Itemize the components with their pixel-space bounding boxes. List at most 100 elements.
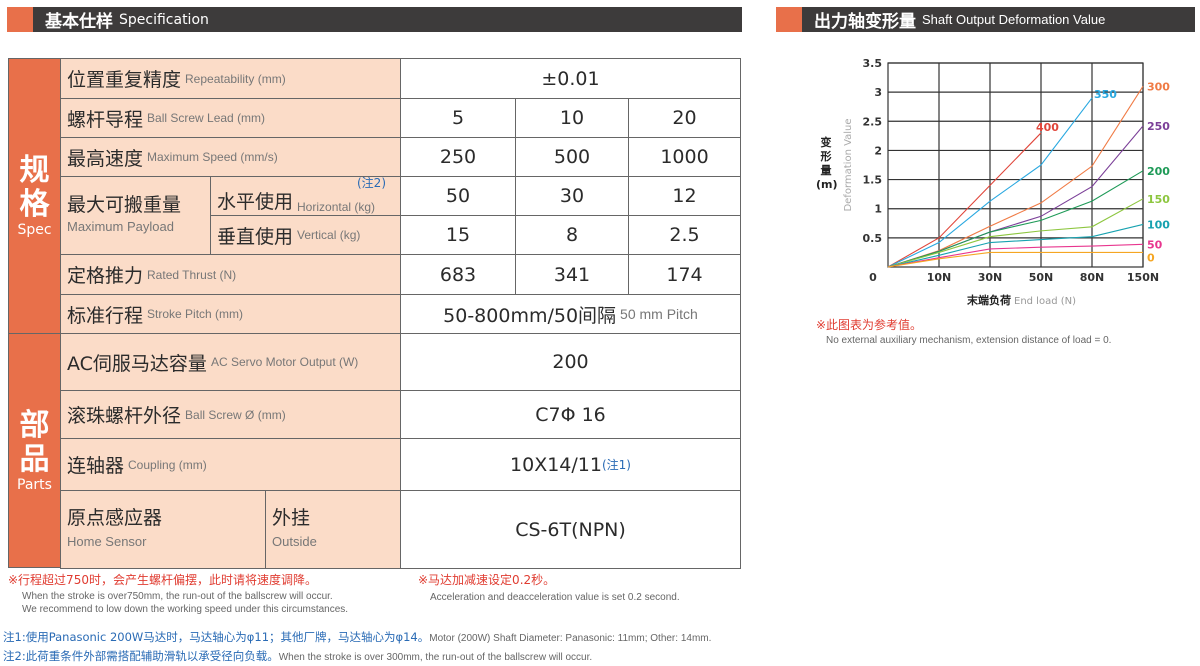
label-en: Ball Screw Lead (mm)	[147, 111, 266, 125]
series-line-0	[887, 251, 1143, 268]
y-tick-label: 1.5	[863, 174, 883, 187]
series-label-100: 100	[1147, 218, 1170, 231]
x-axis-label: 末端负荷	[966, 293, 1011, 307]
label-zh: 标准行程	[67, 304, 144, 327]
label-en: Vertical (kg)	[297, 228, 361, 242]
label-en: AC Servo Motor Output (W)	[210, 355, 359, 369]
value-cell: 10	[515, 98, 629, 138]
label-zh: 水平使用	[217, 191, 294, 213]
value-cell: 200	[400, 333, 741, 391]
footnote-en: Motor (200W) Shaft Diameter: Panasonic: …	[429, 633, 712, 644]
value-cell: 15	[400, 215, 516, 255]
value: 200	[552, 351, 589, 373]
series-line-200	[887, 170, 1144, 268]
label-en: Home Sensor	[67, 533, 147, 549]
series-line-350	[887, 97, 1093, 268]
value: 341	[553, 263, 591, 286]
y-tick-label: 2.5	[863, 115, 883, 128]
value: 2.5	[669, 224, 700, 246]
series-label-50: 50	[1147, 238, 1163, 251]
value: 15	[445, 224, 471, 246]
value-cell: 2.5	[628, 215, 741, 255]
note-1-ref: (注1)	[601, 458, 631, 472]
label-zh: 螺杆导程	[67, 108, 144, 131]
row-coupling: 连轴器 Coupling (mm)	[60, 438, 401, 491]
label-en: Coupling (mm)	[128, 457, 207, 472]
value-cell: 10X14/11 (注1)	[400, 438, 741, 491]
note: We recommend to low down the working spe…	[22, 604, 349, 615]
header-square-icon	[776, 7, 802, 32]
x-tick-label: 50N	[1029, 271, 1054, 284]
y-tick-label: 3.5	[863, 57, 883, 70]
value-cell: 8	[515, 215, 629, 255]
label-zh: 外挂	[272, 506, 311, 529]
value: 250	[439, 146, 477, 168]
series-label-0: 0	[1147, 251, 1155, 264]
label-zh: 定格推力	[67, 265, 144, 287]
category-spec: 规格 Spec	[8, 58, 61, 334]
label-zh: 位置重复精度	[67, 69, 182, 91]
row-outside: 外挂 Outside	[265, 490, 401, 569]
value: 174	[666, 263, 703, 286]
notes-left: ※行程超过750时，会产生螺杆偏摆，此时请将速度调降。 When the str…	[8, 573, 348, 616]
value: 12	[672, 185, 697, 207]
label-zh: 连轴器	[67, 455, 125, 477]
cat-zh: 规格	[19, 153, 50, 222]
series-line-400	[887, 132, 1042, 268]
note-2-ref: (注2)	[357, 176, 386, 190]
value: 10X14/11	[510, 453, 602, 476]
row-max-payload: 最大可搬重量 Maximum Payload	[60, 176, 211, 255]
note: Acceleration and deacceleration value is…	[430, 592, 680, 603]
y-axis-label-en: Deformation Value	[843, 118, 854, 211]
y-tick-label: 0.5	[863, 232, 883, 245]
label-en: Stroke Pitch (mm)	[147, 307, 244, 321]
value-cell: 1000	[628, 137, 741, 177]
header-en: Specification	[119, 11, 209, 28]
label-zh: 原点感应器	[67, 506, 163, 529]
header-zh: 出力轴变形量	[814, 12, 916, 32]
category-parts: 部品 Parts	[8, 333, 61, 568]
value: 8	[565, 224, 579, 246]
value: C7Φ 16	[535, 403, 606, 426]
value-en: 50 mm Pitch	[620, 306, 698, 322]
value: 5	[451, 107, 465, 129]
series-label-300: 300	[1147, 80, 1170, 93]
label-zh: AC伺服马达容量	[67, 352, 207, 375]
series-label-200: 200	[1147, 165, 1170, 178]
value-cell: C7Φ 16	[400, 390, 741, 439]
y-tick-label: 3	[874, 86, 882, 99]
y-tick-label: 1	[874, 203, 882, 216]
series-label-250: 250	[1147, 120, 1170, 133]
x-tick-label: 80N	[1080, 271, 1105, 284]
chart-header: 出力轴变形量 Shaft Output Deformation Value	[776, 7, 1195, 32]
cat-en: Spec	[17, 222, 52, 238]
header-zh: 基本仕样	[45, 12, 113, 32]
footnote-en: When the stroke is over 300mm, the run-o…	[278, 652, 593, 663]
row-ball-screw-diameter: 滚珠螺杆外径 Ball Screw Ø (mm)	[60, 390, 401, 439]
footnote-1: 注1:使用Panasonic 200W马达时，马达轴心为φ11；其他厂牌，马达轴…	[3, 626, 711, 645]
y-tick-label: 2	[874, 144, 882, 157]
row-repeatability: 位置重复精度 Repeatability (mm)	[60, 58, 401, 99]
series-line-100	[887, 223, 1144, 268]
value-cell: 20	[628, 98, 741, 138]
value-cell: CS-6T(NPN)	[400, 490, 741, 569]
value: 50	[445, 185, 471, 207]
row-home-sensor: 原点感应器 Home Sensor	[60, 490, 266, 569]
chart-note-zh: ※此图表为参考值。	[816, 318, 923, 332]
y-axis-label: 变形量 (m)	[816, 136, 838, 191]
series-label-350: 350	[1094, 88, 1117, 101]
value: 683	[439, 263, 477, 286]
label-zh: 垂直使用	[217, 225, 294, 248]
label-en: Ball Screw Ø (mm)	[185, 407, 286, 422]
footnote-2: 注2:此荷重条件外部需搭配辅助滑轨以承受径向负载。When the stroke…	[3, 645, 592, 664]
series-line-50	[887, 243, 1144, 268]
spec-header: 基本仕样 Specification	[7, 7, 742, 32]
label-en: Outside	[272, 533, 317, 549]
series-label-150: 150	[1147, 193, 1170, 206]
value: 500	[553, 146, 591, 168]
x-tick-label: 30N	[978, 271, 1003, 284]
label-en: Repeatability (mm)	[185, 71, 286, 86]
note: When the stroke is over750mm, the run-ou…	[22, 591, 333, 602]
label-zh: 最高速度	[67, 147, 144, 170]
